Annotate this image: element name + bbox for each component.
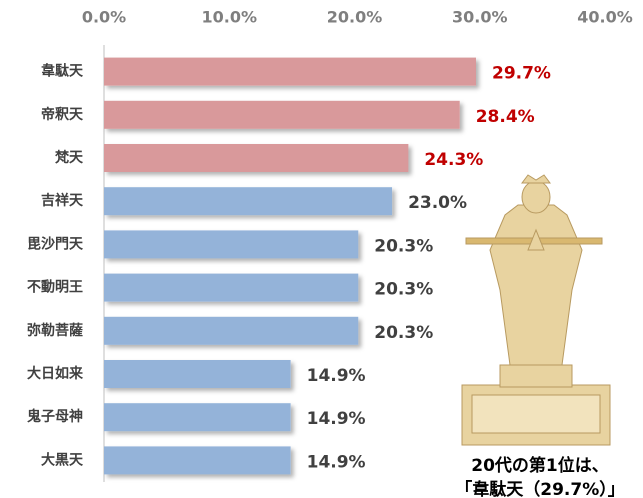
category-label: 吉祥天 [41, 192, 84, 209]
x-tick-label: 20.0% [327, 8, 383, 27]
category-label: 鬼子母神 [27, 408, 83, 425]
value-label: 20.3% [374, 236, 433, 256]
bar [104, 274, 358, 302]
category-label: 毘沙門天 [27, 236, 84, 252]
annotation: 20代の第1位は、 [471, 455, 609, 476]
bar [104, 58, 476, 86]
category-label: 弥勒菩薩 [27, 322, 83, 339]
x-tick-label: 30.0% [452, 8, 508, 27]
bar [104, 187, 392, 215]
category-label: 韋駄天 [41, 63, 84, 80]
statue-pedestal [500, 365, 572, 387]
value-label: 28.4% [476, 107, 535, 127]
category-label: 大黒天 [41, 451, 84, 468]
bar [104, 101, 460, 129]
x-tick-label: 0.0% [82, 8, 126, 27]
value-label: 20.3% [374, 323, 433, 343]
bar [104, 230, 358, 258]
x-tick-label: 40.0% [577, 8, 633, 27]
statue-crown [522, 175, 550, 183]
bar [104, 446, 291, 474]
x-tick-label: 10.0% [201, 8, 257, 27]
annotation: 「韋駄天（29.7%）」 [455, 479, 624, 498]
value-label: 23.0% [408, 193, 467, 213]
value-label: 14.9% [307, 409, 366, 429]
bar [104, 144, 408, 172]
bar [104, 360, 291, 388]
statue-head [522, 181, 550, 213]
bar [104, 317, 358, 345]
statue-illustration [462, 175, 610, 445]
value-label: 29.7% [492, 64, 551, 84]
value-label: 14.9% [307, 366, 366, 386]
value-label: 14.9% [307, 452, 366, 472]
value-label: 20.3% [374, 280, 433, 300]
chart: 0.0% 10.0% 20.0% 30.0% 40.0% 韋駄天 29.7% 帝釈天 28.4%… [0, 0, 643, 498]
category-label: 大日如来 [27, 365, 84, 382]
value-label: 24.3% [424, 150, 483, 170]
statue-base-panel [472, 395, 600, 433]
bar [104, 403, 291, 431]
category-label: 梵天 [55, 149, 84, 166]
category-label: 不動明王 [27, 279, 83, 296]
category-label: 帝釈天 [41, 106, 84, 123]
